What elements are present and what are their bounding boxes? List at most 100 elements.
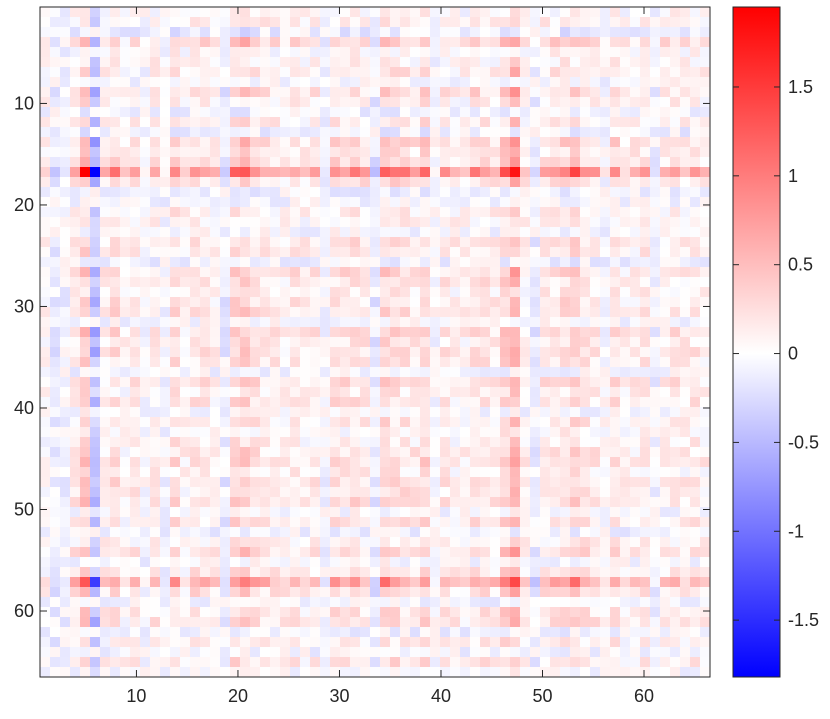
heatmap-cell xyxy=(670,297,681,308)
heatmap-cell xyxy=(440,547,451,558)
heatmap-cell xyxy=(280,457,291,468)
heatmap-cell xyxy=(700,207,711,218)
heatmap-cell xyxy=(220,497,231,508)
heatmap-cell xyxy=(640,127,651,138)
heatmap-cell xyxy=(570,417,581,428)
heatmap-cell xyxy=(500,107,511,118)
heatmap-cell xyxy=(100,97,111,108)
heatmap-cell xyxy=(540,127,551,138)
heatmap-cell xyxy=(390,17,401,28)
heatmap-cell xyxy=(210,377,221,388)
heatmap-cell xyxy=(60,527,71,538)
heatmap-cell xyxy=(70,417,81,428)
heatmap-cell xyxy=(80,27,91,38)
heatmap-cell xyxy=(590,17,601,28)
heatmap-cell xyxy=(200,487,211,498)
heatmap-cell xyxy=(290,317,301,328)
heatmap-cell xyxy=(250,517,261,528)
heatmap-cell xyxy=(480,507,491,518)
heatmap-cell xyxy=(290,297,301,308)
heatmap-cell xyxy=(170,207,181,218)
heatmap-cell xyxy=(540,277,551,288)
heatmap-cell xyxy=(530,407,541,418)
heatmap-cell xyxy=(60,147,71,158)
heatmap-cell xyxy=(450,277,461,288)
heatmap-cell xyxy=(470,357,481,368)
heatmap-cell xyxy=(390,547,401,558)
heatmap-cell xyxy=(190,147,201,158)
heatmap-cell xyxy=(450,597,461,608)
heatmap-cell xyxy=(70,347,81,358)
heatmap-cell xyxy=(530,317,541,328)
heatmap-cell xyxy=(550,257,561,268)
heatmap-cell xyxy=(590,247,601,258)
heatmap-cell xyxy=(660,247,671,258)
heatmap-cell xyxy=(60,487,71,498)
heatmap-cell xyxy=(570,127,581,138)
heatmap-cell xyxy=(320,137,331,148)
heatmap-cell xyxy=(220,67,231,78)
heatmap-cell xyxy=(70,547,81,558)
heatmap-cell xyxy=(220,437,231,448)
heatmap-cell xyxy=(170,627,181,638)
heatmap-cell xyxy=(700,417,711,428)
heatmap-cell xyxy=(250,567,261,578)
heatmap-cell xyxy=(160,17,171,28)
heatmap-cell xyxy=(420,27,431,38)
heatmap-cell xyxy=(340,207,351,218)
heatmap-cell xyxy=(250,207,261,218)
heatmap-cell xyxy=(210,107,221,118)
heatmap-cell xyxy=(310,337,321,348)
colorbar: -1.5-1-0.500.511.5 xyxy=(732,6,819,678)
heatmap-cell xyxy=(430,107,441,118)
heatmap-cell xyxy=(120,417,131,428)
heatmap-cell xyxy=(480,407,491,418)
heatmap-cell xyxy=(390,7,401,18)
heatmap-cell xyxy=(480,57,491,68)
heatmap-cell xyxy=(570,357,581,368)
heatmap-cell xyxy=(160,387,171,398)
heatmap-cell xyxy=(80,537,91,548)
heatmap-cell xyxy=(610,407,621,418)
heatmap-cell xyxy=(50,397,61,408)
heatmap-cell xyxy=(200,397,211,408)
heatmap-cell xyxy=(230,497,241,508)
heatmap-cell xyxy=(520,467,531,478)
heatmap-cell xyxy=(320,577,331,588)
heatmap-cell xyxy=(280,357,291,368)
heatmap-cell xyxy=(530,377,541,388)
heatmap-cell xyxy=(290,347,301,358)
heatmap-cell xyxy=(540,367,551,378)
heatmap-cell xyxy=(290,657,301,668)
heatmap-cell xyxy=(680,337,691,348)
heatmap-cell xyxy=(140,507,151,518)
heatmap-cell xyxy=(50,77,61,88)
heatmap-cell xyxy=(310,267,321,278)
heatmap-cell xyxy=(130,637,141,648)
heatmap-cell xyxy=(550,457,561,468)
heatmap-cell xyxy=(620,457,631,468)
heatmap-cell xyxy=(520,357,531,368)
heatmap-cell xyxy=(450,17,461,28)
heatmap-cell xyxy=(640,7,651,18)
heatmap-cell xyxy=(160,57,171,68)
heatmap-cell xyxy=(580,57,591,68)
heatmap-cell xyxy=(660,47,671,58)
heatmap-cell xyxy=(610,347,621,358)
heatmap-cell xyxy=(610,437,621,448)
heatmap-cell xyxy=(500,217,511,228)
heatmap-cell xyxy=(580,667,591,678)
heatmap-cell xyxy=(580,17,591,28)
heatmap-cell xyxy=(170,667,181,678)
heatmap-cell xyxy=(660,157,671,168)
heatmap-cell xyxy=(220,527,231,538)
heatmap-cell xyxy=(420,287,431,298)
heatmap-cell xyxy=(190,617,201,628)
heatmap-cell xyxy=(450,607,461,618)
heatmap-cell xyxy=(90,577,101,588)
heatmap-cell xyxy=(310,507,321,518)
heatmap-cell xyxy=(510,487,521,498)
heatmap-cell xyxy=(550,7,561,18)
heatmap-cell xyxy=(130,437,141,448)
heatmap-cell xyxy=(700,467,711,478)
